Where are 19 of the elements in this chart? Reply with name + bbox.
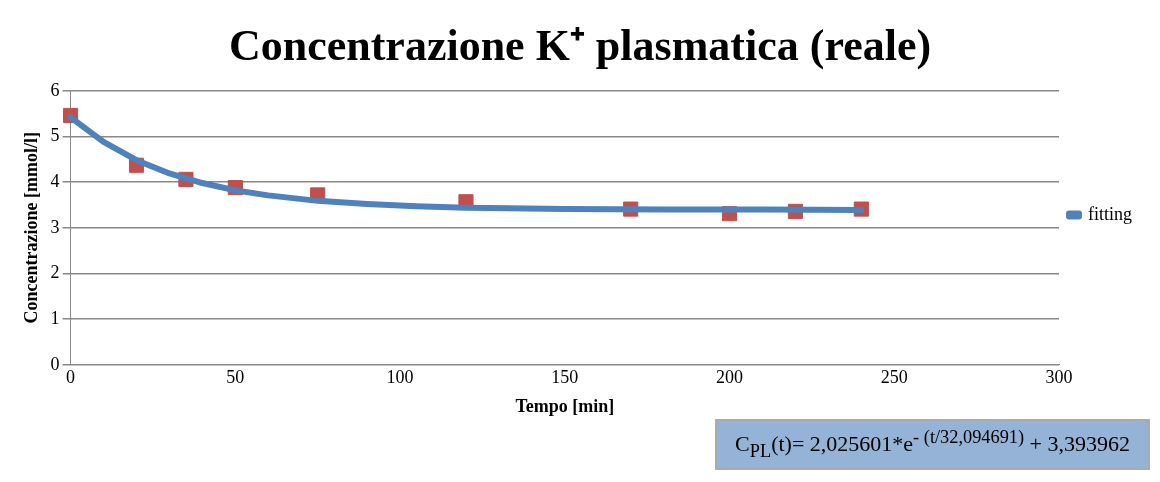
- x-tick-label: 150: [551, 367, 579, 388]
- x-tick-label: 50: [226, 367, 245, 388]
- x-tick-label: 250: [880, 367, 908, 388]
- chart-title: Concentrazione K⁺ plasmatica (reale): [228, 20, 932, 70]
- x-tick-label: 200: [716, 367, 744, 388]
- y-tick-label: 1: [50, 307, 60, 328]
- x-tick-label: 0: [66, 367, 76, 388]
- legend-label: fitting: [1088, 203, 1132, 224]
- y-tick-label: 2: [50, 262, 60, 283]
- text: C$_{PL}$(t)= 2,025601*e$^{- (t/32,094691)}$ + 3,393962: [715, 419, 1150, 470]
- y-tick-label: 5: [50, 125, 60, 146]
- y-tick-label: 4: [50, 170, 60, 191]
- y-axis-title: Concentrazione [mmol/l]: [21, 132, 42, 324]
- y-tick-label: 3: [50, 216, 60, 237]
- y-tick-label: 6: [50, 79, 60, 100]
- x-tick-label: 100: [386, 367, 414, 388]
- y-tick-label: 0: [50, 353, 60, 374]
- x-tick-label: 300: [1045, 367, 1073, 388]
- x-axis-title: Tempo [min]: [515, 395, 615, 416]
